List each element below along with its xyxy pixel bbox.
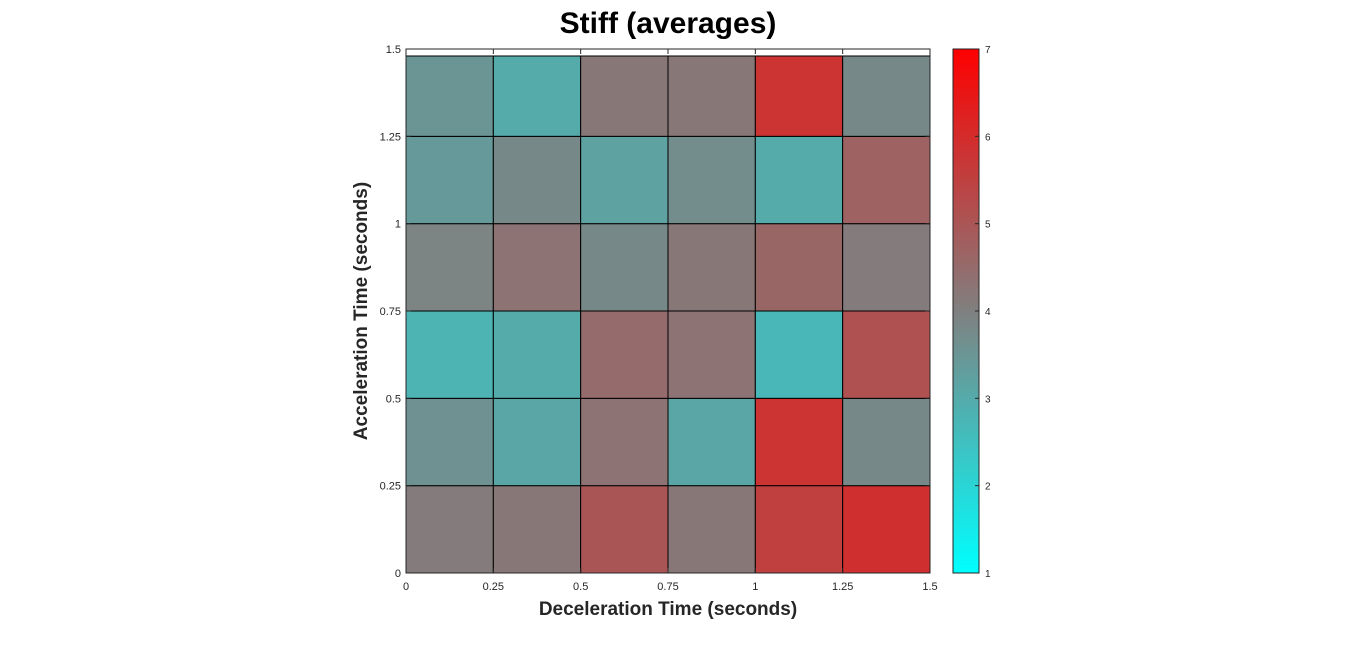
colorbar-tick-label: 7 bbox=[985, 45, 991, 56]
heatmap-cell bbox=[580, 397, 669, 487]
colorbar-tick-label: 5 bbox=[985, 220, 991, 231]
heatmap-cell bbox=[580, 310, 669, 399]
heatmap-cell bbox=[405, 55, 494, 137]
heatmap-cell bbox=[492, 310, 582, 399]
heatmap-cell bbox=[842, 397, 931, 487]
heatmap-cell bbox=[667, 397, 756, 487]
heatmap-cell bbox=[492, 485, 582, 574]
heatmap-cell bbox=[667, 55, 756, 137]
heatmap-cell bbox=[405, 485, 494, 574]
heatmap-cell bbox=[405, 310, 494, 399]
y-tick-label: 1 bbox=[395, 219, 401, 231]
heatmap-cell bbox=[842, 223, 931, 312]
heatmap-cell bbox=[842, 485, 931, 574]
x-tick-label: 1.5 bbox=[922, 581, 937, 593]
chart-title: Stiff (averages) bbox=[560, 7, 777, 40]
y-tick-label: 0 bbox=[395, 568, 401, 580]
heatmap-cell bbox=[667, 310, 756, 399]
x-axis-label: Deceleration Time (seconds) bbox=[539, 599, 797, 620]
heatmap-cell bbox=[667, 223, 756, 312]
heatmap-cell bbox=[405, 397, 494, 487]
x-tick-label: 0 bbox=[403, 581, 409, 593]
x-tick-label: 0.25 bbox=[483, 581, 504, 593]
heatmap-cell bbox=[405, 135, 494, 225]
y-tick-label: 0.25 bbox=[380, 481, 401, 493]
colorbar-gradient bbox=[952, 48, 980, 574]
x-axis-ticks: 0 0.25 0.5 0.75 1 1.25 1.5 bbox=[403, 49, 938, 593]
heatmap-cell bbox=[754, 223, 844, 312]
y-axis-ticks: 0 0.25 0.5 0.75 1 1.25 1.5 bbox=[380, 44, 930, 580]
y-tick-label: 1.5 bbox=[386, 44, 401, 56]
heatmap-cell bbox=[492, 223, 582, 312]
heatmap-cell bbox=[754, 310, 844, 399]
heatmap-cell bbox=[754, 485, 844, 574]
heatmap-cell bbox=[754, 55, 844, 137]
x-tick-label: 0.75 bbox=[657, 581, 678, 593]
heatmap-cell bbox=[667, 135, 756, 225]
colorbar-tick-label: 2 bbox=[985, 482, 991, 493]
x-tick-label: 1.25 bbox=[832, 581, 853, 593]
heatmap-cell bbox=[492, 397, 582, 487]
heatmap-cell bbox=[842, 135, 931, 225]
heatmap-cell bbox=[492, 55, 582, 137]
heatmap-cell bbox=[754, 135, 844, 225]
heatmap-cell bbox=[580, 135, 669, 225]
heatmap-cell bbox=[754, 397, 844, 487]
y-axis-label: Acceleration Time (seconds) bbox=[351, 182, 372, 440]
heatmap-cell bbox=[842, 55, 931, 137]
heatmap-cell bbox=[492, 135, 582, 225]
x-tick-label: 0.5 bbox=[573, 581, 588, 593]
y-tick-label: 1.25 bbox=[380, 131, 401, 143]
y-tick-label: 0.5 bbox=[386, 393, 401, 405]
colorbar-tick-label: 4 bbox=[985, 307, 991, 318]
heatmap-cell bbox=[842, 310, 931, 399]
x-tick-label: 1 bbox=[752, 581, 758, 593]
colorbar-tick-label: 3 bbox=[985, 394, 991, 405]
axes-frame bbox=[405, 48, 931, 574]
y-tick-label: 0.75 bbox=[380, 306, 401, 318]
heatmap-cell bbox=[580, 55, 669, 137]
colorbar-tick-label: 6 bbox=[985, 132, 991, 143]
heatmap-cell bbox=[580, 223, 669, 312]
heatmap-cells bbox=[405, 55, 931, 574]
heatmap-cell bbox=[667, 485, 756, 574]
heatmap-cell bbox=[405, 223, 494, 312]
colorbar-tick-label: 1 bbox=[985, 569, 991, 580]
colorbar: 1 2 3 4 5 6 7 bbox=[952, 45, 991, 580]
heatmap-cell bbox=[580, 485, 669, 574]
